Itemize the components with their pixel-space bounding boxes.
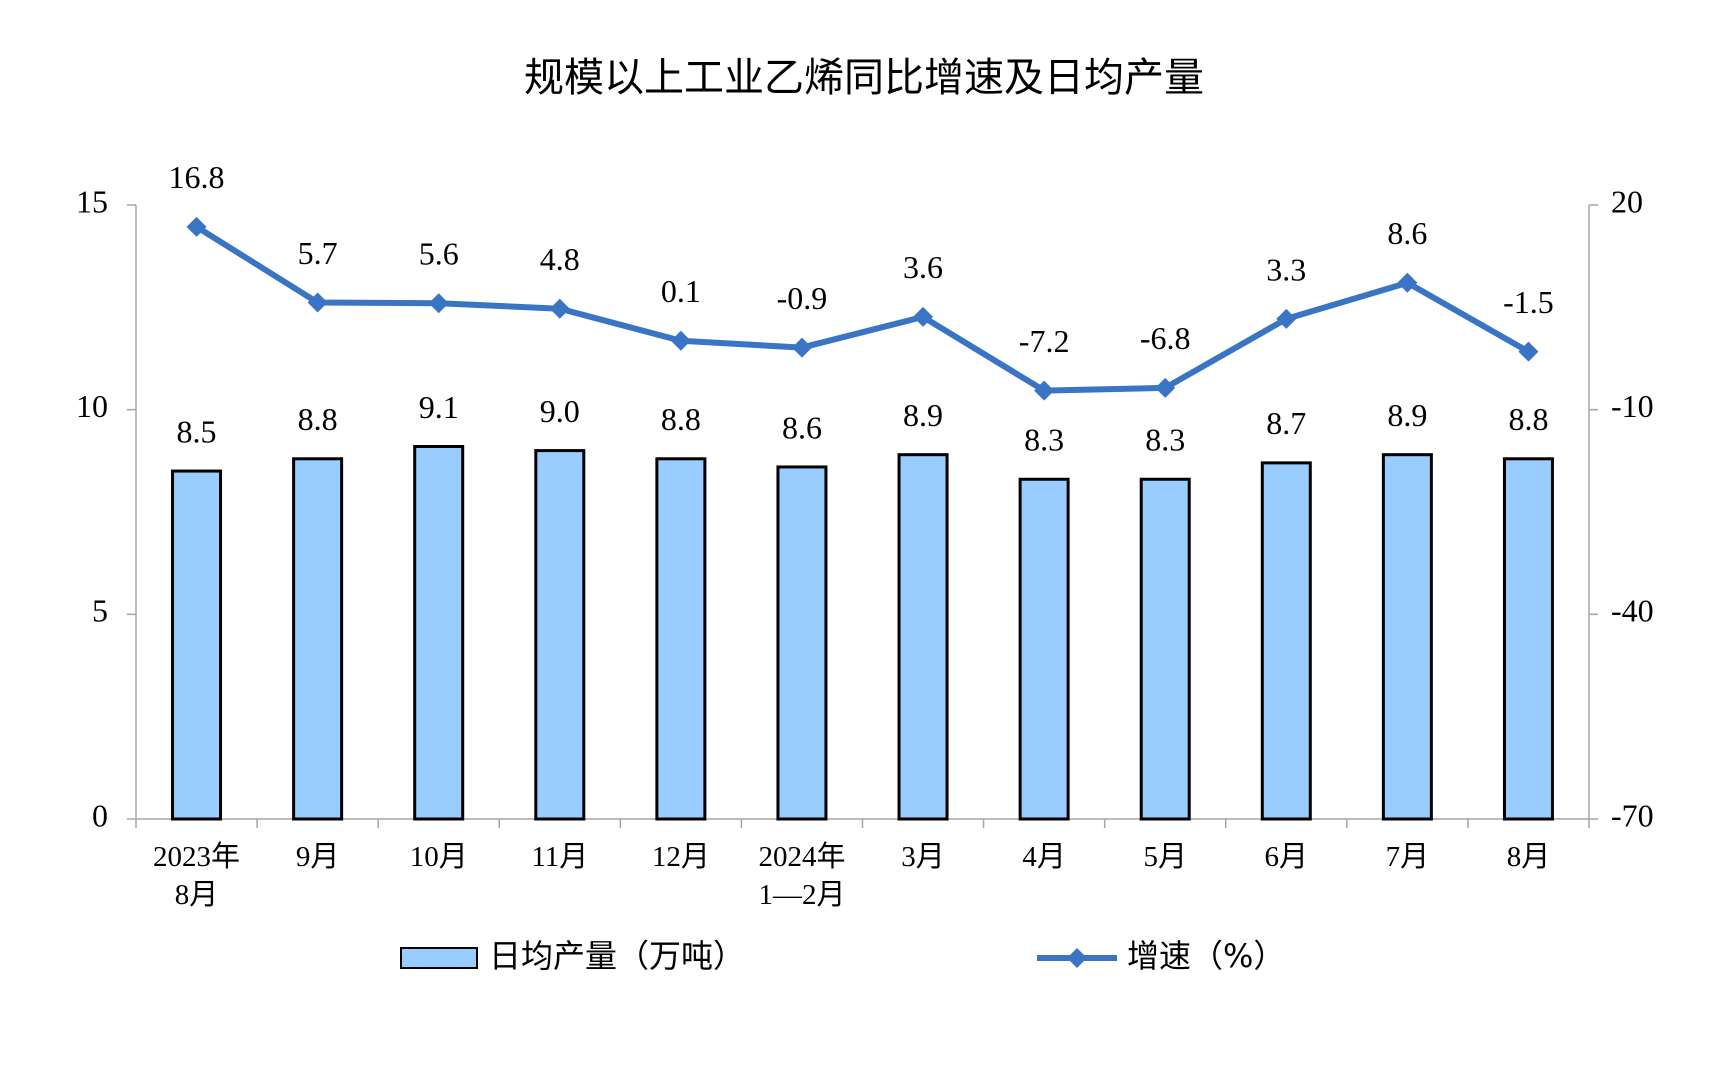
line-marker [428,293,449,314]
bar-value-label: 8.7 [1266,405,1306,441]
y-tick-label: 15 [76,183,108,219]
bar [171,469,223,821]
line-value-label: -6.8 [1140,320,1191,356]
x-tick-label: 8月 [1506,841,1551,873]
bar-value-label: 8.9 [1387,397,1427,433]
line-value-label: 16.8 [169,159,225,195]
line-marker [670,330,691,351]
bar [292,457,344,821]
y2-tick-label: -10 [1611,388,1654,424]
x-tick-label: 12月 [651,841,710,873]
line-marker [549,298,570,319]
line-marker [1034,380,1055,401]
y-tick-label: 5 [92,593,108,629]
bar-value-label: 8.8 [298,401,338,437]
bar-value-label: 9.0 [540,393,580,429]
bar [1018,477,1070,821]
legend-marker [1067,948,1087,968]
line-value-label: 3.3 [1266,251,1306,287]
bar [776,465,828,821]
x-tick-label: 11月 [531,841,589,873]
x-tick-label: 2024年 1—2月 [758,841,846,911]
bar [1502,457,1554,821]
line-value-label: -7.2 [1019,323,1070,359]
line-marker [791,337,812,358]
x-tick-label: 3月 [901,841,945,873]
bar-value-label: 8.3 [1024,422,1064,458]
legend-swatch [400,947,478,969]
line-marker [307,292,328,313]
bar-value-label: 8.6 [782,409,822,445]
bar [1381,453,1433,821]
bar [534,449,586,821]
x-tick-label: 2023年 8月 [153,841,241,911]
line-marker [1155,377,1176,398]
bar [655,457,707,821]
x-tick-label: 6月 [1264,841,1309,873]
legend-label: 增速（%） [1127,937,1285,975]
bar [1139,477,1191,821]
y2-tick-label: 20 [1611,183,1643,219]
line-value-label: -0.9 [777,280,828,316]
line-value-label: 4.8 [540,241,580,277]
line-value-label: 3.6 [903,249,943,285]
x-tick-label: 4月 [1022,841,1066,873]
line-series [194,224,1530,394]
bar-value-label: 8.8 [661,401,701,437]
y2-tick-label: -40 [1611,593,1654,629]
x-tick-label: 7月 [1385,841,1430,873]
line-value-label: -1.5 [1503,284,1554,320]
bar [413,445,465,821]
line-marker [186,216,207,237]
bar-value-label: 8.3 [1145,422,1185,458]
line-value-label: 0.1 [661,273,701,309]
bar-value-label: 8.9 [903,397,943,433]
bar-value-label: 8.5 [177,413,217,449]
legend-label: 日均产量（万吨） [489,937,745,975]
chart-title: 规模以上工业乙烯同比增速及日均产量 [524,55,1204,101]
bar-value-label: 9.1 [419,389,459,425]
line-marker [1397,272,1418,293]
y2-tick-label: -70 [1611,797,1654,833]
line-marker [1276,308,1297,329]
y-tick-label: 0 [92,797,108,833]
bar [897,453,949,821]
line-marker [1518,341,1539,362]
x-tick-label: 5月 [1143,841,1187,873]
line-value-label: 5.7 [298,235,338,271]
bar [1260,461,1312,821]
y-tick-label: 10 [76,388,108,424]
x-tick-label: 10月 [409,841,468,873]
line-value-label: 8.6 [1387,215,1427,251]
bar-value-label: 8.8 [1508,401,1548,437]
line-marker [913,306,934,327]
line-value-label: 5.6 [419,236,459,272]
x-tick-label: 9月 [295,841,340,873]
